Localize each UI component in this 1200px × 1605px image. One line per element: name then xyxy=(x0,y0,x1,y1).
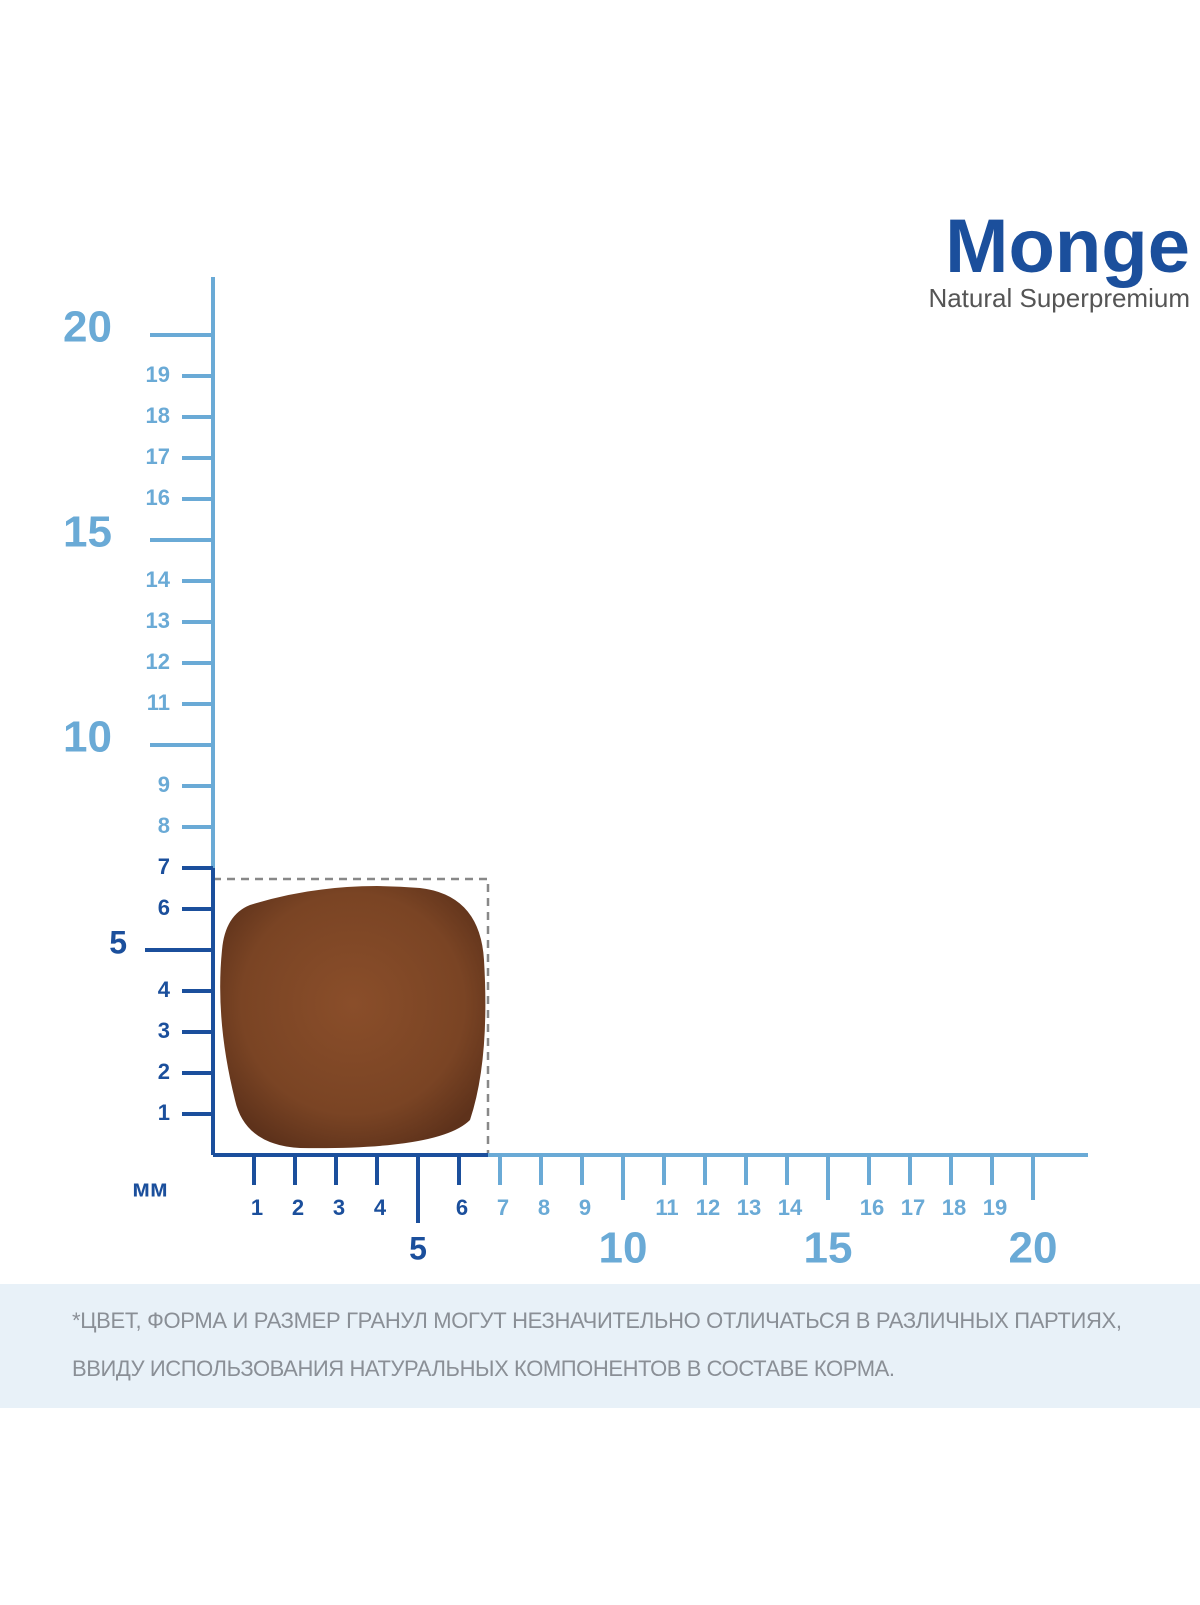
x-tick-label: 8 xyxy=(538,1195,550,1220)
disclaimer-line: *ЦВЕТ, ФОРМА И РАЗМЕР ГРАНУЛ МОГУТ НЕЗНА… xyxy=(72,1308,1122,1333)
x-tick-label: 18 xyxy=(942,1195,966,1220)
y-tick-label: 10 xyxy=(63,713,112,762)
y-tick-label: 15 xyxy=(63,508,112,557)
y-tick-label: 8 xyxy=(158,813,170,838)
x-tick-label: 4 xyxy=(374,1195,387,1220)
x-tick-label: 17 xyxy=(901,1195,925,1220)
y-tick-label: 5 xyxy=(109,924,127,960)
x-tick-label: 14 xyxy=(778,1195,803,1220)
x-tick-label: 6 xyxy=(456,1195,468,1220)
kibble xyxy=(220,886,486,1149)
y-tick-label: 2 xyxy=(158,1059,170,1084)
y-tick-label: 20 xyxy=(63,303,112,352)
y-tick-label: 7 xyxy=(158,854,170,879)
x-tick-label: 16 xyxy=(860,1195,884,1220)
x-tick-label: 1 xyxy=(251,1195,263,1220)
x-tick-label: 5 xyxy=(409,1230,427,1266)
x-tick-label: 20 xyxy=(1009,1224,1058,1273)
y-tick-label: 17 xyxy=(146,444,170,469)
x-tick-label: 15 xyxy=(804,1224,853,1273)
x-tick-label: 19 xyxy=(983,1195,1007,1220)
disclaimer-band xyxy=(0,1284,1200,1408)
y-tick-label: 16 xyxy=(146,485,170,510)
x-tick-label: 12 xyxy=(696,1195,720,1220)
x-tick-label: 7 xyxy=(497,1195,509,1220)
y-tick-label: 18 xyxy=(146,403,170,428)
x-tick-label: 3 xyxy=(333,1195,345,1220)
y-tick-label: 3 xyxy=(158,1018,170,1043)
y-tick-label: 9 xyxy=(158,772,170,797)
x-tick-label: 2 xyxy=(292,1195,304,1220)
unit-label: мм xyxy=(132,1175,168,1202)
x-tick-label: 9 xyxy=(579,1195,591,1220)
y-tick-label: 6 xyxy=(158,895,170,920)
x-tick-label: 13 xyxy=(737,1195,761,1220)
y-tick-label: 4 xyxy=(158,977,171,1002)
x-tick-label: 10 xyxy=(599,1224,648,1273)
y-tick-label: 19 xyxy=(146,362,170,387)
y-tick-label: 13 xyxy=(146,608,170,633)
x-tick-label: 11 xyxy=(655,1195,678,1220)
y-tick-label: 14 xyxy=(146,567,171,592)
y-tick-label: 12 xyxy=(146,649,170,674)
y-tick-label: 1 xyxy=(158,1100,170,1125)
disclaimer-line: ВВИДУ ИСПОЛЬЗОВАНИЯ НАТУРАЛЬНЫХ КОМПОНЕН… xyxy=(72,1356,895,1381)
brand-name: Monge xyxy=(945,204,1190,289)
y-tick-label: 11 xyxy=(147,690,170,715)
brand-tagline: Natural Superpremium xyxy=(928,283,1190,313)
